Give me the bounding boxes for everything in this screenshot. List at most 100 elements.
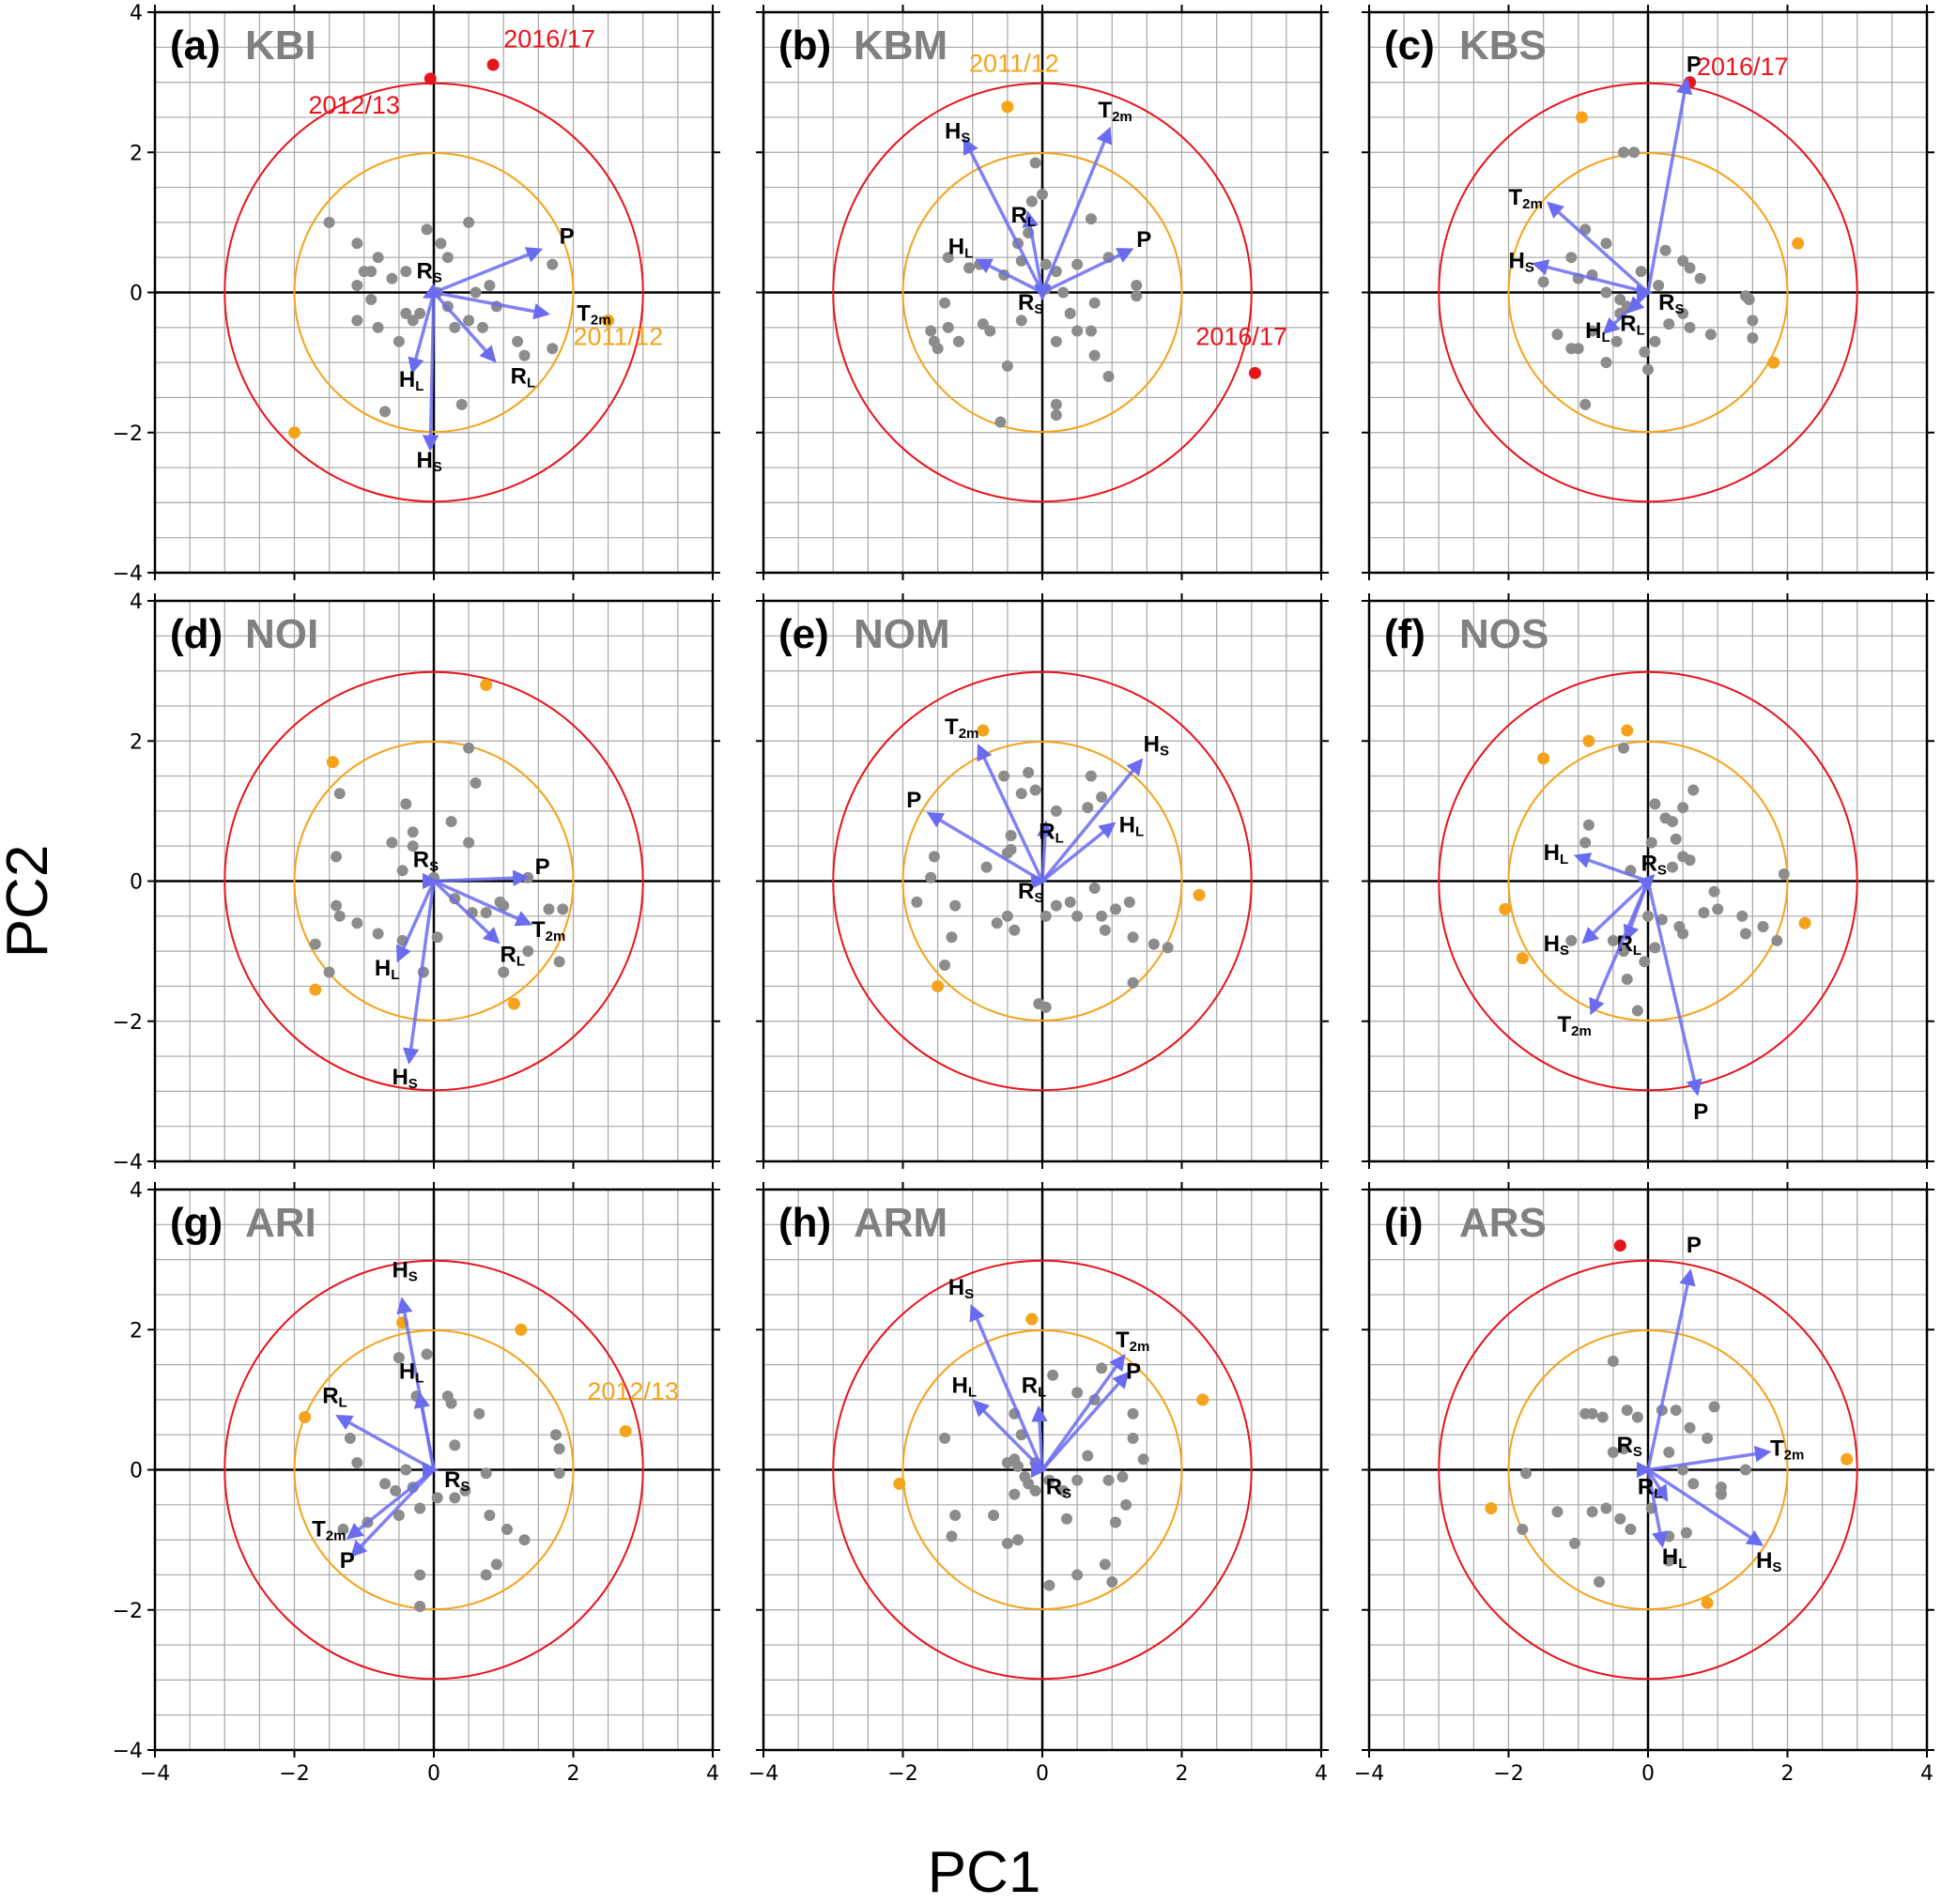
loading-arrow	[1646, 881, 1702, 1097]
loading-arrow	[1040, 127, 1112, 294]
data-point-gray	[1071, 325, 1084, 337]
data-point-gray	[1050, 335, 1062, 347]
loading-label-subscript: 2m	[959, 726, 979, 742]
panel-tag: (d)	[170, 611, 223, 657]
y-tick-label: −4	[113, 562, 143, 586]
loading-label-subscript: L	[1055, 831, 1064, 847]
loading-label-subscript: S	[1633, 1444, 1642, 1460]
loading-label-name: R	[416, 259, 432, 284]
loading-label-name: H	[399, 1359, 415, 1384]
loading-arrow	[403, 881, 436, 1065]
data-point-gray	[1600, 238, 1612, 250]
loading-label: P	[340, 1548, 355, 1574]
loading-label: RS	[1658, 290, 1684, 317]
data-point-gray	[1029, 1484, 1041, 1497]
data-point-red	[424, 72, 437, 85]
panel-site-label: ARI	[245, 1200, 316, 1246]
data-point-gray	[1551, 1506, 1564, 1518]
year-label: 2016/17	[1195, 322, 1287, 350]
loading-label-name: T	[1557, 1012, 1571, 1037]
data-point-gray	[1043, 1579, 1055, 1591]
data-point-gray	[1082, 1450, 1094, 1462]
loading-arrow	[433, 869, 530, 886]
data-point-gray	[1684, 1421, 1696, 1434]
data-point-gray	[1579, 837, 1592, 849]
data-point-gray	[1670, 833, 1682, 845]
data-point-gray	[1607, 1446, 1619, 1458]
data-point-gray	[543, 903, 555, 915]
loading-arrow	[975, 258, 1043, 295]
loading-label: RL	[1638, 1475, 1663, 1502]
data-point-gray	[1099, 924, 1111, 936]
loading-label-name: H	[392, 1257, 408, 1282]
loading-label-name: P	[1693, 1099, 1708, 1125]
data-point-gray	[1649, 798, 1661, 810]
data-point-gray	[1642, 910, 1654, 922]
data-point-gray	[480, 1569, 492, 1581]
loading-label: HS	[1144, 731, 1169, 759]
loading-label: RS	[1018, 290, 1043, 317]
data-point-gray	[942, 321, 954, 333]
loading-label-name: H	[1544, 931, 1560, 957]
x-tick-label: 2	[567, 1762, 580, 1786]
loading-label: P	[560, 223, 575, 249]
panel-site-label: ARM	[854, 1200, 947, 1246]
loading-arrow	[408, 292, 436, 375]
loading-label-subscript: S	[408, 1268, 418, 1284]
data-point-gray	[1666, 861, 1678, 873]
data-point-gray	[1771, 934, 1783, 946]
data-point-gray	[435, 238, 447, 250]
data-point-gray	[522, 945, 534, 958]
data-point-gray	[480, 1467, 492, 1480]
data-point-gray	[1023, 1478, 1035, 1490]
loading-label: T2m	[1509, 185, 1543, 212]
data-point-gray	[1586, 1506, 1598, 1518]
loading-label: HS	[1756, 1548, 1781, 1575]
loading-arrow	[422, 292, 439, 452]
data-point-gray	[393, 1510, 405, 1522]
data-point-gray	[386, 272, 398, 284]
data-point-gray	[421, 223, 433, 236]
x-tick-label: 2	[1176, 1762, 1189, 1786]
data-point-gray	[1663, 1555, 1675, 1567]
data-point-gray	[1677, 928, 1689, 940]
data-point-gray	[952, 335, 964, 347]
data-point-gray	[1127, 976, 1139, 989]
data-point-gray	[351, 917, 363, 929]
loading-label: HS	[948, 1275, 974, 1302]
data-point-gray	[1050, 398, 1062, 410]
data-point-gray	[1131, 290, 1143, 302]
loading-label: RS	[444, 1467, 470, 1495]
data-point-gray	[1565, 934, 1578, 946]
loading-label-subscript: L	[339, 1395, 347, 1411]
loading-label-name: R	[1617, 1433, 1633, 1458]
loading-label-name: R	[1018, 290, 1034, 315]
data-point-gray	[1106, 1575, 1118, 1588]
loading-label: RS	[416, 259, 441, 286]
loading-arrow	[433, 879, 533, 927]
loading-label: HL	[951, 1373, 977, 1400]
loading-label-name: R	[1641, 851, 1657, 876]
loading-label: RL	[1620, 312, 1645, 339]
y-tick-label: −4	[113, 1740, 143, 1763]
data-point-gray	[414, 1601, 426, 1613]
data-point-gray	[1649, 335, 1661, 347]
data-point-gray	[1040, 258, 1052, 270]
loading-arrow	[1637, 874, 1656, 892]
loading-label-subscript: L	[1654, 1486, 1662, 1502]
loading-label-subscript: 2m	[1784, 1448, 1805, 1464]
data-point-gray	[1520, 1467, 1533, 1480]
loading-label-subscript: L	[964, 245, 973, 261]
data-point-gray	[549, 1429, 562, 1441]
y-axis-title: PC2	[0, 845, 60, 959]
loading-label-subscript: L	[1135, 823, 1144, 839]
y-tick-label: 4	[130, 1179, 143, 1203]
loading-label-name: T	[531, 917, 546, 943]
loading-label-name: H	[951, 1373, 967, 1398]
data-point-gray	[379, 1478, 392, 1490]
loading-label: P	[535, 854, 550, 880]
loading-arrow	[395, 880, 436, 963]
